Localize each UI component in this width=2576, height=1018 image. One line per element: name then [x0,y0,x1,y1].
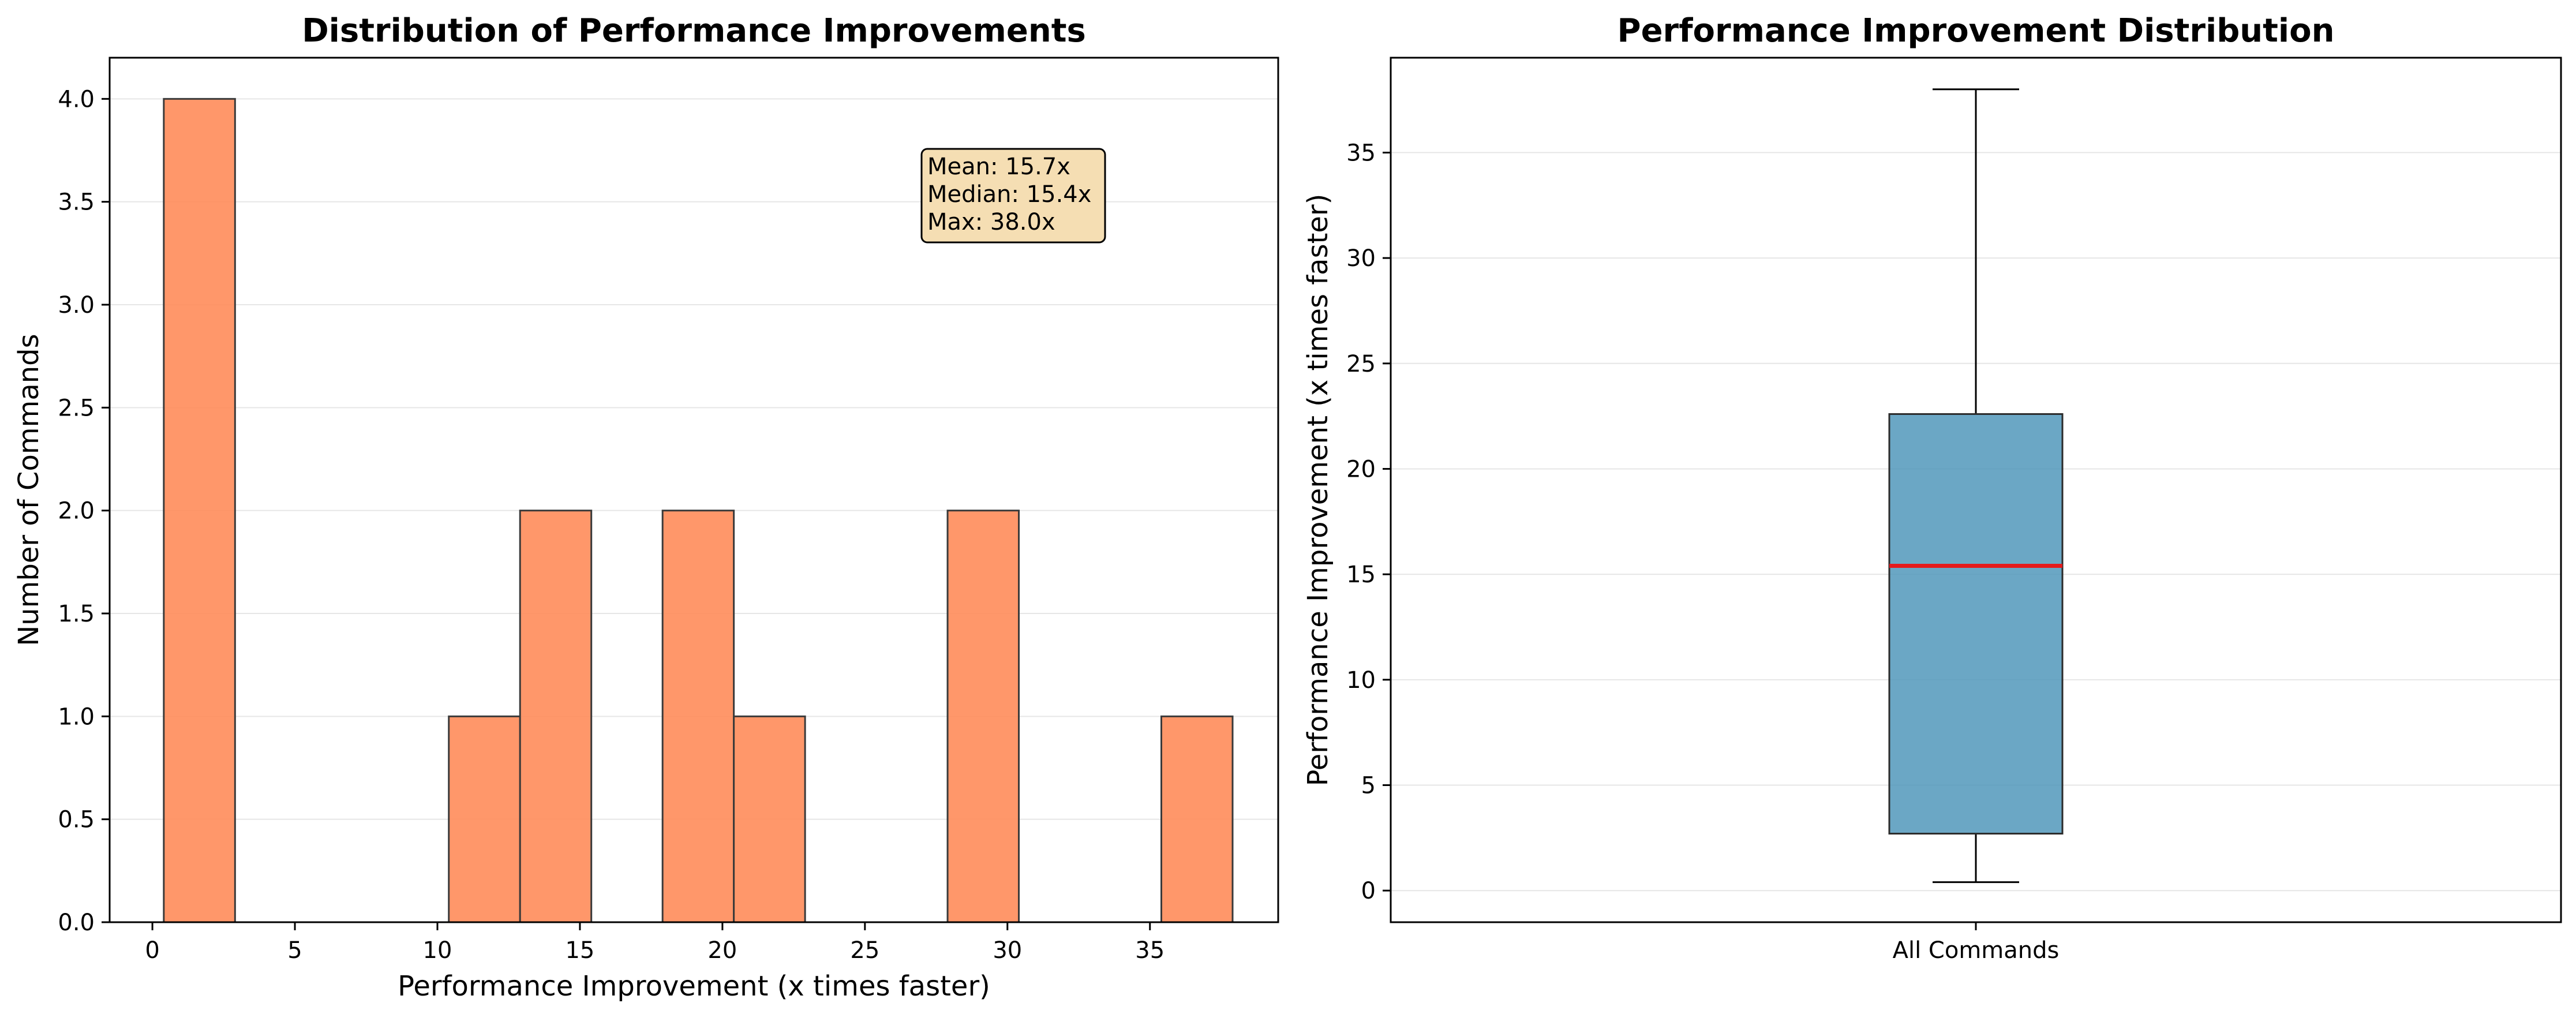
histogram-title: Distribution of Performance Improvements [302,12,1086,50]
histogram-x-tick-label: 20 [707,937,737,964]
histogram-y-tick-label: 0.0 [58,910,95,936]
boxplot-y-tick-label: 5 [1361,773,1376,799]
histogram-x-tick-label: 35 [1135,937,1165,964]
histogram-bar [1160,715,1234,923]
histogram-y-tick-label: 1.5 [58,601,95,627]
histogram-y-axis-label: Number of Commands [13,334,45,646]
histogram-x-tick-label: 5 [287,937,302,964]
histogram-x-tick-label: 10 [423,937,452,964]
histogram-chart: 0 5 10 15 20 25 30 35 0.0 0.5 1.0 1.5 2.0 2.5 3.0 3.5 4… [13,12,1279,1002]
boxplot-marks [1888,88,2064,884]
histogram-plot-frame [108,57,1279,923]
boxplot-x-ticks: All Commands [1893,922,2060,964]
stats-annotation-background [920,148,1106,244]
histogram-y-tick-label: 4.0 [58,86,95,113]
stats-annotation-median: Median: 15.4x [927,181,1091,208]
histogram-bar [163,98,236,923]
histogram-x-axis-label: Performance Improvement (x times faster) [398,970,990,1002]
histogram-x-tick-label: 15 [565,937,594,964]
boxplot-y-ticks: 0 5 10 15 20 25 30 35 [1346,140,1391,904]
histogram-x-tick-label: 30 [993,937,1022,964]
histogram-x-ticks: 0 5 10 15 20 25 30 35 [145,922,1165,964]
histogram-y-ticks: 0.0 0.5 1.0 1.5 2.0 2.5 3.0 3.5 4.0 [58,86,110,936]
boxplot-y-tick-label: 0 [1361,878,1376,904]
histogram-bar [733,715,806,923]
boxplot-y-tick-label: 35 [1346,140,1376,166]
boxplot-chart: 0 5 10 15 20 25 30 35 All Commands Performance … [1302,12,2562,964]
histogram-x-tick-label: 0 [145,937,159,964]
histogram-y-tick-label: 3.0 [58,292,95,319]
boxplot-y-tick-label: 10 [1346,667,1376,694]
histogram-y-tick-label: 2.0 [58,498,95,525]
stats-annotation-mean: Mean: 15.7x [927,154,1070,180]
histogram-bar [661,510,735,923]
histogram-y-tick-label: 1.0 [58,703,95,730]
boxplot-category-label: All Commands [1893,937,2060,964]
histogram-bars [163,98,1234,923]
histogram-bar [946,510,1020,923]
histogram-y-tick-label: 2.5 [58,395,95,421]
boxplot-title: Performance Improvement Distribution [1618,12,2335,50]
histogram-y-tick-label: 0.5 [58,807,95,833]
histogram-bar [448,715,521,923]
boxplot-y-tick-label: 15 [1346,562,1376,588]
boxplot-y-tick-label: 25 [1346,351,1376,377]
stats-annotation-max: Max: 38.0x [927,209,1055,235]
boxplot-y-axis-label: Performance Improvement (x times faster) [1302,194,1334,787]
histogram-bar [519,510,593,923]
interquartile-box [1888,413,2064,835]
boxplot-y-tick-label: 30 [1346,245,1376,272]
histogram-y-tick-label: 3.5 [58,189,95,216]
boxplot-y-tick-label: 20 [1346,456,1376,482]
histogram-x-tick-label: 25 [850,937,879,964]
stats-annotation-box: Mean: 15.7x Median: 15.4x Max: 38.0x [920,148,1106,244]
